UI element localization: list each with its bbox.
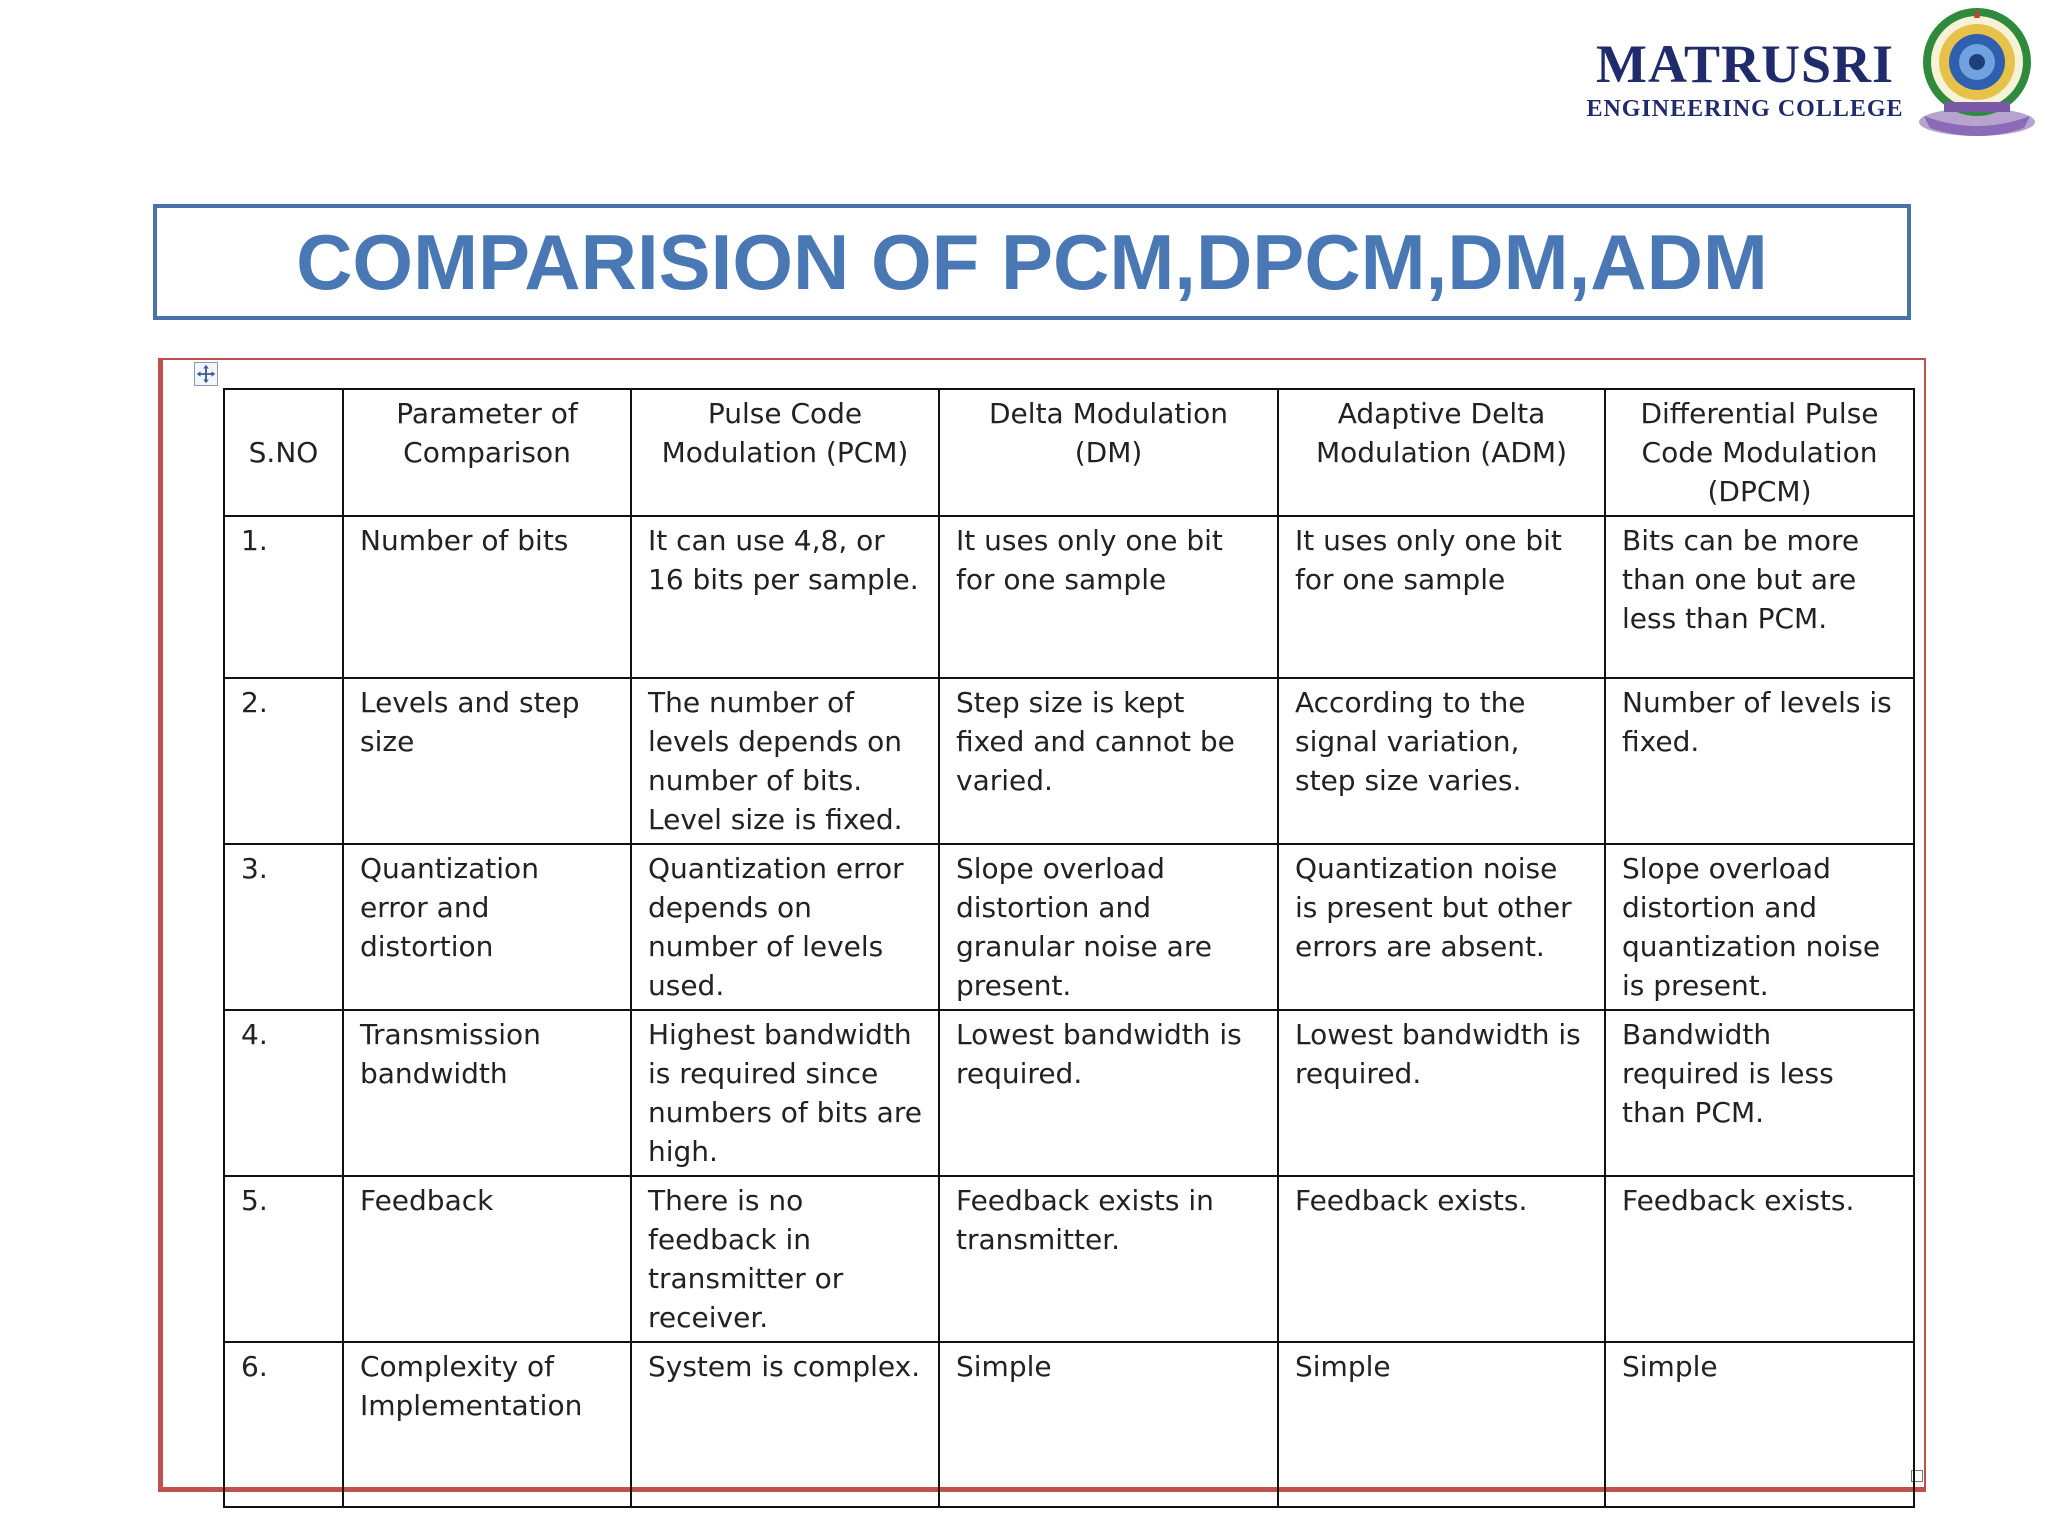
cell-adm: According to the signal variation, step …	[1277, 677, 1606, 845]
table-row: 1. Number of bits It can use 4,8, or 16 …	[223, 515, 1915, 679]
header-parameter: Parameter of Comparison	[342, 388, 632, 517]
cell-dpcm: Feedback exists.	[1604, 1175, 1915, 1343]
cell-adm: Feedback exists.	[1277, 1175, 1606, 1343]
cell-dm: Step size is kept fixed and cannot be va…	[938, 677, 1279, 845]
cell-dm: Slope overload distortion and granular n…	[938, 843, 1279, 1011]
cell-pcm: The number of levels depends on number o…	[630, 677, 940, 845]
table-row: 6. Complexity of Implementation System i…	[223, 1341, 1915, 1508]
cell-pcm: Highest bandwidth is required since numb…	[630, 1009, 940, 1177]
cell-sno: 1.	[223, 515, 344, 679]
slide-title: COMPARISION OF PCM,DPCM,DM,ADM	[296, 217, 1768, 306]
table-row: 3. Quantization error and distortion Qua…	[223, 843, 1915, 1011]
header-pcm: Pulse Code Modulation (PCM)	[630, 388, 940, 517]
cell-sno: 6.	[223, 1341, 344, 1508]
cell-adm: Simple	[1277, 1341, 1606, 1508]
header-dm: Delta Modulation (DM)	[938, 388, 1279, 517]
table-row: 5. Feedback There is no feedback in tran…	[223, 1175, 1915, 1343]
cell-parameter: Transmission bandwidth	[342, 1009, 632, 1177]
cell-adm: Quantization noise is present but other …	[1277, 843, 1606, 1011]
cell-sno: 5.	[223, 1175, 344, 1343]
cell-dpcm: Simple	[1604, 1341, 1915, 1508]
cell-dpcm: Number of levels is fixed.	[1604, 677, 1915, 845]
cell-parameter: Complexity of Implementation	[342, 1341, 632, 1508]
cell-dpcm: Slope overload distortion and quantizati…	[1604, 843, 1915, 1011]
college-brand: MATRUSRI ENGINEERING COLLEGE	[1580, 34, 1910, 124]
comparison-table: S.NO Parameter of Comparison Pulse Code …	[223, 388, 1915, 1508]
table-header-row: S.NO Parameter of Comparison Pulse Code …	[223, 388, 1915, 517]
table-row: 4. Transmission bandwidth Highest bandwi…	[223, 1009, 1915, 1177]
cell-pcm: Quantization error depends on number of …	[630, 843, 940, 1011]
cell-dm: It uses only one bit for one sample	[938, 515, 1279, 679]
cell-adm: Lowest bandwidth is required.	[1277, 1009, 1606, 1177]
college-subtitle: ENGINEERING COLLEGE	[1586, 96, 1904, 122]
slide-title-box: COMPARISION OF PCM,DPCM,DM,ADM	[153, 204, 1911, 320]
cell-dm: Feedback exists in transmitter.	[938, 1175, 1279, 1343]
cell-pcm: It can use 4,8, or 16 bits per sample.	[630, 515, 940, 679]
cell-sno: 3.	[223, 843, 344, 1011]
cell-sno: 2.	[223, 677, 344, 845]
cell-pcm: System is complex.	[630, 1341, 940, 1508]
table-move-handle-icon[interactable]	[194, 362, 218, 386]
cell-dpcm: Bandwidth required is less than PCM.	[1604, 1009, 1915, 1177]
cell-adm: It uses only one bit for one sample	[1277, 515, 1606, 679]
header-sno: S.NO	[223, 388, 344, 517]
header-adm: Adaptive Delta Modulation (ADM)	[1277, 388, 1606, 517]
table-row: 2. Levels and step size The number of le…	[223, 677, 1915, 845]
header-dpcm: Differential Pulse Code Modulation (DPCM…	[1604, 388, 1915, 517]
cell-parameter: Levels and step size	[342, 677, 632, 845]
cell-sno: 4.	[223, 1009, 344, 1177]
cell-dpcm: Bits can be more than one but are less t…	[1604, 515, 1915, 679]
college-seal-icon	[1919, 8, 2035, 136]
cell-dm: Lowest bandwidth is required.	[938, 1009, 1279, 1177]
cell-parameter: Quantization error and distortion	[342, 843, 632, 1011]
cell-parameter: Number of bits	[342, 515, 632, 679]
college-name: MATRUSRI	[1595, 34, 1894, 94]
cell-parameter: Feedback	[342, 1175, 632, 1343]
cell-dm: Simple	[938, 1341, 1279, 1508]
cell-pcm: There is no feedback in transmitter or r…	[630, 1175, 940, 1343]
